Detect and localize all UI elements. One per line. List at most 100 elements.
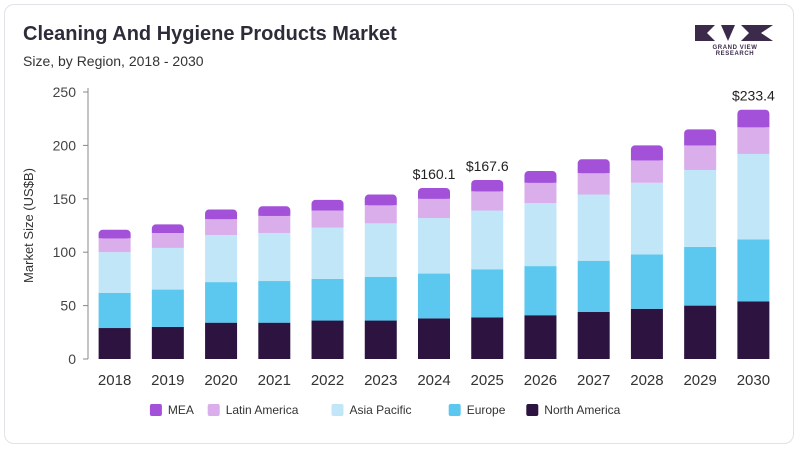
bar-segment-asia-pacific-2023	[364, 223, 397, 277]
bar-segment-fill-2021	[258, 211, 291, 216]
legend-swatch-europe	[448, 404, 461, 416]
x-tick-label: 2021	[258, 372, 291, 389]
bar-segment-fill-2026	[524, 178, 557, 183]
bar-segment-latin-america-2020	[205, 219, 238, 236]
bar-segment-europe-2020	[205, 282, 238, 323]
bar-segment-north-america-2021	[258, 322, 291, 359]
bar-segment-europe-2023	[364, 276, 397, 321]
bar-segment-latin-america-2024	[418, 198, 450, 219]
bar-segment-north-america-2019	[151, 326, 184, 359]
legend-swatch-asia-pacific	[331, 404, 344, 416]
x-tick-label: 2018	[98, 372, 131, 389]
bar-segment-latin-america-2026	[524, 182, 557, 204]
bar-segment-latin-america-2027	[577, 173, 610, 195]
legend-swatch-latin-america	[207, 404, 220, 416]
bar-segment-europe-2021	[258, 281, 291, 323]
x-tick-label: 2022	[311, 372, 344, 389]
bar-segment-europe-2028	[630, 254, 663, 309]
y-tick-label: 150	[53, 191, 77, 207]
bar-segment-asia-pacific-2028	[630, 182, 663, 255]
bar-segment-europe-2018	[98, 292, 131, 329]
bar-segment-fill-2024	[418, 194, 450, 199]
y-axis-title: Market Size (US$B)	[21, 168, 36, 283]
grand-view-research-logo: GRAND VIEW RESEARCH	[693, 23, 777, 57]
bar-segment-europe-2019	[151, 289, 184, 327]
bar-segment-north-america-2018	[98, 328, 131, 359]
legend-swatch-north-america	[526, 404, 539, 416]
bar-segment-europe-2027	[577, 260, 610, 313]
bar-segment-europe-2026	[524, 266, 557, 316]
y-tick-label: 250	[53, 84, 77, 100]
bar-segment-asia-pacific-2019	[151, 247, 184, 290]
bar-segment-north-america-2028	[630, 308, 663, 359]
y-tick-label: 200	[53, 137, 77, 153]
bar-segment-asia-pacific-2025	[471, 210, 504, 270]
bar-segment-north-america-2026	[524, 315, 557, 359]
chart-subtitle: Size, by Region, 2018 - 2030	[23, 53, 204, 69]
bar-segment-fill-2023	[364, 201, 397, 206]
legend-label-mea: MEA	[168, 403, 194, 417]
logo-text: GRAND VIEW RESEARCH	[712, 45, 758, 57]
bar-segment-latin-america-2028	[630, 160, 663, 183]
bar-segment-europe-2030	[737, 239, 770, 302]
bar-segment-latin-america-2023	[364, 205, 397, 224]
bar-segment-fill-2022	[311, 206, 344, 211]
bar-segment-north-america-2023	[364, 320, 397, 359]
bar-segment-latin-america-2030	[737, 127, 770, 154]
bar-segment-mea-2029	[684, 129, 717, 146]
bar-segment-asia-pacific-2027	[577, 194, 610, 261]
bar-segment-asia-pacific-2029	[684, 169, 717, 247]
x-tick-label: 2029	[683, 372, 716, 389]
bar-segment-north-america-2029	[684, 305, 717, 359]
bar-segment-fill-2028	[630, 156, 663, 161]
bar-segment-fill-2025	[471, 187, 504, 192]
chart-title: Cleaning And Hygiene Products Market	[23, 23, 397, 45]
bar-segment-north-america-2020	[205, 322, 238, 359]
bar-segment-asia-pacific-2021	[258, 232, 291, 282]
legend-label-latin-america: Latin America	[226, 403, 299, 417]
bar-segment-asia-pacific-2022	[311, 227, 344, 279]
data-label-2030: $233.4	[732, 88, 775, 104]
y-tick-label: 0	[68, 351, 76, 367]
bar-segment-latin-america-2022	[311, 210, 344, 228]
bar-segment-asia-pacific-2026	[524, 203, 557, 267]
bar-segment-north-america-2024	[418, 318, 450, 359]
x-tick-label: 2025	[471, 372, 504, 389]
data-label-2024: $160.1	[413, 166, 456, 182]
bar-segment-fill-2020	[205, 215, 238, 220]
legend-label-europe: Europe	[467, 403, 506, 417]
bar-segment-north-america-2027	[577, 312, 610, 359]
bar-segment-fill-2018	[98, 234, 131, 239]
x-tick-label: 2019	[151, 372, 184, 389]
legend-swatch-mea	[149, 404, 162, 416]
x-tick-label: 2028	[630, 372, 663, 389]
bar-segment-north-america-2030	[737, 301, 770, 359]
y-tick-label: 100	[53, 244, 77, 260]
x-tick-label: 2030	[737, 372, 770, 389]
bar-segment-latin-america-2029	[684, 145, 717, 170]
bar-segment-latin-america-2018	[98, 238, 131, 253]
bar-segment-asia-pacific-2018	[98, 252, 131, 293]
x-tick-label: 2024	[417, 372, 450, 389]
bar-segment-fill-2019	[151, 228, 184, 233]
bar-segment-north-america-2025	[471, 317, 504, 359]
bar-segment-asia-pacific-2030	[737, 153, 770, 240]
logo-mark-icon	[695, 25, 773, 41]
x-tick-label: 2020	[204, 372, 237, 389]
bar-segment-north-america-2022	[311, 320, 344, 359]
x-tick-label: 2026	[524, 372, 557, 389]
bar-segment-asia-pacific-2024	[418, 218, 450, 274]
bar-segment-latin-america-2019	[151, 232, 184, 248]
legend-label-north-america: North America	[544, 403, 620, 417]
legend-label-asia-pacific: Asia Pacific	[350, 403, 412, 417]
bar-segment-europe-2029	[684, 246, 717, 306]
bar-segment-fill-2029	[684, 141, 717, 146]
bar-segment-europe-2025	[471, 269, 504, 318]
y-tick-label: 50	[60, 298, 76, 314]
bar-segment-fill-2027	[577, 169, 610, 174]
data-label-2025: $167.6	[466, 158, 509, 174]
bar-segment-mea-2030	[737, 109, 770, 128]
x-tick-label: 2023	[364, 372, 397, 389]
bar-segment-europe-2022	[311, 278, 344, 321]
